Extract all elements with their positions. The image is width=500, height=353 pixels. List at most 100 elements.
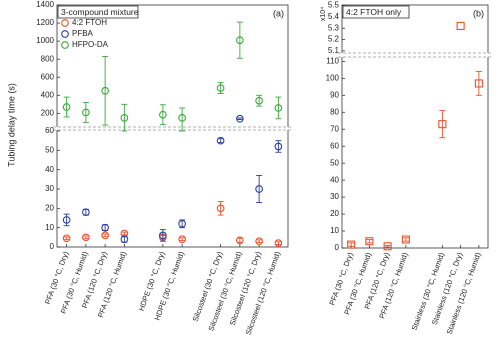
data-point — [82, 208, 90, 217]
error-bar — [439, 110, 446, 139]
data-point — [101, 86, 109, 95]
panel-title: 3-compound mixture — [61, 7, 139, 17]
error-bar — [102, 233, 109, 238]
y-tick-label: 0 — [50, 242, 55, 251]
y-tick-label: 110 — [326, 57, 339, 66]
data-point — [236, 114, 244, 123]
y-axis-label: Tubing delay time (s) — [6, 83, 16, 167]
y-tick-label: 60 — [45, 126, 54, 135]
error-bar — [159, 229, 166, 242]
error-bar — [121, 103, 128, 132]
error-bar — [63, 96, 70, 118]
data-point — [178, 219, 186, 228]
data-point — [62, 216, 71, 224]
data-point — [82, 233, 90, 242]
y-tick-label: 20 — [45, 203, 54, 212]
y-tick-label: 1400 — [36, 0, 54, 9]
legend-marker — [61, 30, 69, 38]
error-bar — [275, 96, 282, 120]
data-point — [216, 204, 225, 213]
error-bar — [475, 71, 482, 96]
axis-multiplier: x10⁴ — [320, 7, 327, 21]
data-point — [101, 223, 109, 232]
error-bar — [236, 21, 243, 59]
error-bar — [179, 107, 186, 132]
data-point — [474, 79, 483, 88]
plot-frame — [56, 4, 289, 248]
data-point — [383, 242, 392, 251]
axis-break — [53, 127, 292, 130]
data-point — [120, 114, 129, 122]
error-bar — [179, 237, 186, 242]
y-tick-label: 400 — [41, 90, 55, 99]
error-bar — [402, 237, 409, 242]
data-point — [365, 237, 374, 246]
legend-label: PFBA — [72, 29, 94, 38]
data-point — [62, 234, 71, 243]
error-bar — [63, 236, 70, 241]
error-bar — [348, 242, 355, 247]
data-point — [255, 237, 263, 246]
data-point — [62, 103, 71, 111]
y-tick-label: 10 — [330, 226, 339, 235]
data-point — [274, 104, 283, 112]
y-tick-label: 60 — [330, 141, 339, 150]
y-tick-label: 5.3 — [328, 23, 340, 32]
panel-label: (b) — [473, 8, 484, 18]
y-tick-label: 5.4 — [328, 12, 340, 21]
y-tick-label: 40 — [45, 165, 54, 174]
data-point — [255, 96, 263, 105]
y-tick-label: 50 — [45, 145, 54, 154]
legend-marker — [61, 19, 69, 27]
data-point — [216, 136, 225, 145]
data-point — [236, 36, 244, 45]
y-tick-label: 10 — [45, 223, 54, 232]
data-point — [236, 236, 244, 245]
error-bar — [256, 239, 263, 244]
error-bar — [82, 235, 89, 240]
data-point — [274, 239, 283, 247]
y-tick-label: 100 — [326, 73, 340, 82]
y-tick-label: 5.5 — [328, 1, 340, 10]
data-point — [347, 240, 356, 249]
data-point — [159, 110, 167, 119]
data-point — [101, 231, 109, 240]
data-point — [178, 114, 186, 122]
legend-label: 4:2 FTOH — [72, 18, 107, 27]
data-point — [120, 235, 129, 244]
data-point — [82, 108, 90, 117]
error-bar — [121, 231, 128, 236]
error-bar — [63, 213, 70, 227]
data-point — [438, 120, 447, 129]
error-bar — [384, 245, 391, 248]
y-tick-label: 80 — [330, 107, 339, 116]
error-bar — [217, 138, 224, 144]
y-tick-label: 5.1 — [328, 46, 340, 55]
data-point — [178, 235, 186, 244]
y-tick-label: 1200 — [36, 18, 54, 27]
error-bar — [159, 104, 166, 126]
y-tick-label: 30 — [330, 192, 339, 201]
y-tick-label: 70 — [330, 124, 339, 133]
error-bar — [217, 201, 224, 216]
y-tick-label: 200 — [41, 108, 55, 117]
y-tick-label: 600 — [41, 72, 55, 81]
error-bar — [256, 175, 263, 203]
plot-frame — [341, 4, 489, 249]
y-tick-label: 800 — [41, 54, 55, 63]
y-tick-label: 20 — [330, 209, 339, 218]
x-tick-label: Stainless (120 °C, Humid) — [445, 251, 483, 336]
error-bar — [275, 140, 282, 153]
axis-break — [338, 53, 492, 57]
error-bar — [366, 239, 373, 244]
y-tick-label: 1000 — [36, 36, 54, 45]
legend-label: HFPO-DA — [72, 40, 109, 49]
panel-title: 4:2 FTOH only — [346, 7, 402, 17]
y-tick-label: 50 — [330, 158, 339, 167]
error-bar — [236, 237, 243, 243]
legend-marker — [61, 41, 69, 49]
error-bar — [102, 56, 109, 126]
data-point — [255, 185, 263, 193]
error-bar — [275, 241, 282, 245]
